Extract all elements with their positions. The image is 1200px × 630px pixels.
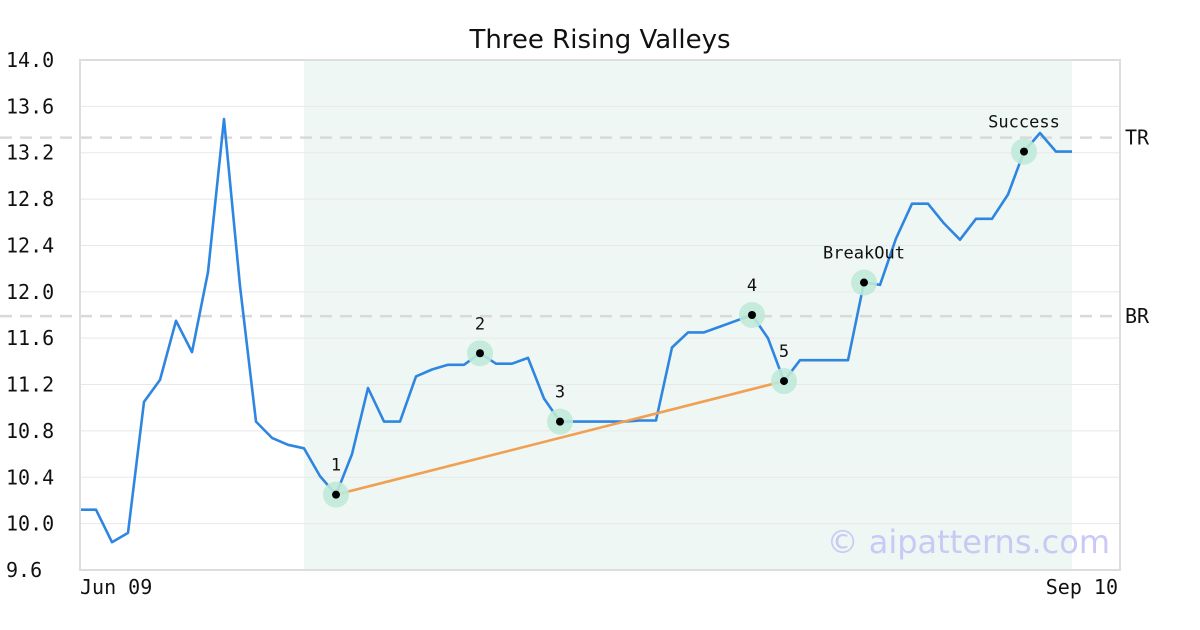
watermark: © aipatterns.com	[827, 523, 1110, 561]
chart-title: Three Rising Valleys	[468, 25, 730, 55]
point-label: 2	[475, 314, 485, 334]
price-line	[80, 117, 1072, 544]
x-tick-label-end: Sep 10	[1046, 575, 1118, 599]
level-label: BR	[1125, 304, 1150, 328]
point-label: 5	[779, 342, 789, 362]
y-tick-label: 10.8	[6, 419, 54, 443]
marker-dot	[476, 349, 484, 358]
level-layer: TR BR	[0, 126, 1150, 328]
y-tick-label: 10.0	[6, 512, 54, 536]
marker-dot	[748, 311, 756, 319]
y-tick-label: 12.8	[6, 187, 54, 211]
point-label: Success	[988, 113, 1060, 133]
y-tick-label: 11.2	[6, 373, 54, 397]
marker-dot	[556, 417, 564, 426]
marker-dot	[860, 278, 868, 287]
tick-layer: 14.0 13.6 13.2 12.8 12.4 12.0 11.6 11.2 10.8 10.4…	[6, 48, 54, 582]
point-label: 1	[331, 456, 341, 476]
y-tick-label: 14.0	[6, 48, 54, 72]
y-tick-label: 13.2	[6, 141, 54, 165]
marker-layer: 1 2 3 4 5 BreakOut Success	[323, 113, 1060, 508]
marker-dot	[780, 377, 788, 386]
y-tick-label: 13.6	[6, 94, 54, 118]
marker-dot	[1020, 147, 1028, 156]
y-tick-label: 12.0	[6, 280, 54, 304]
y-tick-label: 11.6	[6, 326, 54, 350]
grid-layer	[80, 59, 1120, 571]
trendline	[335, 379, 785, 496]
level-label: TR	[1125, 126, 1150, 150]
point-label: BreakOut	[823, 244, 905, 264]
marker-dot	[332, 490, 340, 499]
y-tick-label: 9.6	[6, 558, 42, 582]
x-tick-label-start: Jun 09	[80, 575, 152, 599]
series-layer	[80, 117, 1072, 544]
plot-frame	[79, 59, 1121, 571]
y-tick-label: 12.4	[6, 233, 54, 257]
point-label: 4	[747, 276, 757, 296]
point-label: 3	[555, 383, 565, 403]
y-tick-label: 10.4	[6, 465, 54, 489]
